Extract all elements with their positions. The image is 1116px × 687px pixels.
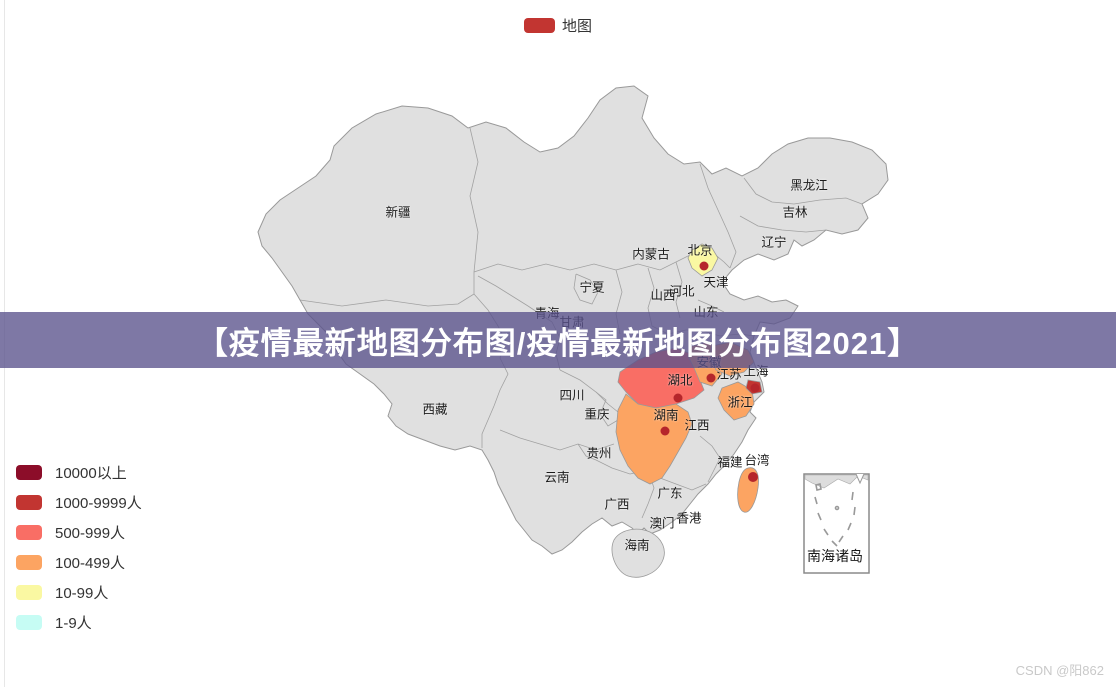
marker-dots: [660, 261, 760, 482]
marker-dot-shanghai: [750, 383, 760, 393]
province-label-jiangsu[interactable]: 江苏: [716, 367, 742, 382]
inset-label-nanhaizhudao: 南海诸岛: [807, 548, 863, 564]
province-label-chongqing[interactable]: 重庆: [584, 407, 610, 422]
province-label-guangdong[interactable]: 广东: [657, 486, 683, 501]
visualmap-swatch-0: [16, 464, 42, 480]
marker-dot-hubei: [673, 393, 683, 403]
series-legend-swatch: [523, 18, 555, 33]
visualmap-legend: 10000以上 1000-9999人 500-999人 100-499人 10-…: [16, 457, 142, 637]
province-label-guizhou[interactable]: 贵州: [586, 446, 612, 461]
province-label-heilongjiang[interactable]: 黑龙江: [790, 178, 828, 193]
visualmap-label-1: 1000-9999人: [55, 494, 142, 512]
province-label-beijing[interactable]: 北京: [687, 243, 713, 258]
province-label-jilin[interactable]: 吉林: [782, 205, 808, 220]
south-china-sea-inset: [803, 473, 870, 574]
province-label-xizang[interactable]: 西藏: [422, 402, 448, 417]
marker-dot-taiwan: [748, 472, 758, 482]
province-beijing[interactable]: [687, 243, 719, 277]
province-label-taiwan[interactable]: 台湾: [744, 453, 770, 468]
title-banner: 【疫情最新地图分布图/疫情最新地图分布图2021】: [0, 312, 1116, 368]
visualmap-piece-0[interactable]: 10000以上: [16, 457, 142, 487]
visualmap-swatch-2: [16, 524, 42, 540]
province-label-hainan[interactable]: 海南: [624, 538, 650, 553]
visualmap-piece-3[interactable]: 100-499人: [16, 547, 142, 577]
province-label-hebei[interactable]: 河北: [669, 284, 695, 299]
visualmap-swatch-3: [16, 554, 42, 570]
province-label-aomen[interactable]: 澳门: [649, 516, 675, 531]
visualmap-piece-2[interactable]: 500-999人: [16, 517, 142, 547]
province-label-tianjin[interactable]: 天津: [703, 275, 729, 290]
province-label-yunnan[interactable]: 云南: [544, 470, 570, 485]
province-label-sichuan[interactable]: 四川: [559, 388, 585, 403]
province-label-xianggang[interactable]: 香港: [676, 511, 702, 526]
province-label-hunan[interactable]: 湖南: [653, 408, 679, 423]
inset-taiwan-notch: [855, 473, 865, 485]
province-label-xinjiang[interactable]: 新疆: [385, 205, 411, 220]
province-zhejiang[interactable]: [717, 381, 755, 421]
visualmap-swatch-1: [16, 494, 42, 510]
marker-dot-hunan: [660, 426, 670, 436]
province-label-shanxi[interactable]: 山西: [650, 288, 676, 303]
province-label-fujian[interactable]: 福建: [717, 455, 743, 470]
title-banner-text: 【疫情最新地图分布图/疫情最新地图分布图2021】: [196, 325, 920, 361]
province-label-ningxia[interactable]: 宁夏: [579, 280, 605, 295]
watermark: CSDN @阳862: [1015, 663, 1104, 678]
province-label-neimenggu[interactable]: 内蒙古: [632, 247, 670, 262]
marker-dot-beijing: [699, 261, 709, 271]
province-hunan[interactable]: [615, 393, 693, 485]
visualmap-swatch-4: [16, 584, 42, 600]
province-hainan[interactable]: [611, 528, 665, 578]
province-label-zhejiang[interactable]: 浙江: [727, 395, 753, 410]
province-label-shanghai[interactable]: 上海: [743, 364, 769, 379]
visualmap-label-3: 100-499人: [55, 554, 126, 572]
visualmap-label-0: 10000以上: [55, 464, 127, 482]
visualmap-piece-5[interactable]: 1-9人: [16, 607, 142, 637]
province-label-jiangxi[interactable]: 江西: [684, 418, 710, 433]
visualmap-label-4: 10-99人: [55, 584, 109, 602]
visualmap-label-5: 1-9人: [55, 614, 92, 632]
visualmap-piece-1[interactable]: 1000-9999人: [16, 487, 142, 517]
series-legend[interactable]: 地图: [523, 15, 593, 36]
marker-dot-jiangsu: [706, 373, 716, 383]
visualmap-label-2: 500-999人: [55, 524, 126, 542]
visualmap-piece-4[interactable]: 10-99人: [16, 577, 142, 607]
visualmap-swatch-5: [16, 614, 42, 630]
province-label-liaoning[interactable]: 辽宁: [761, 235, 787, 250]
nine-dash-line: [814, 483, 856, 547]
province-label-guangxi[interactable]: 广西: [604, 497, 630, 512]
province-label-hubei[interactable]: 湖北: [667, 373, 693, 388]
series-legend-label: 地图: [561, 18, 593, 35]
